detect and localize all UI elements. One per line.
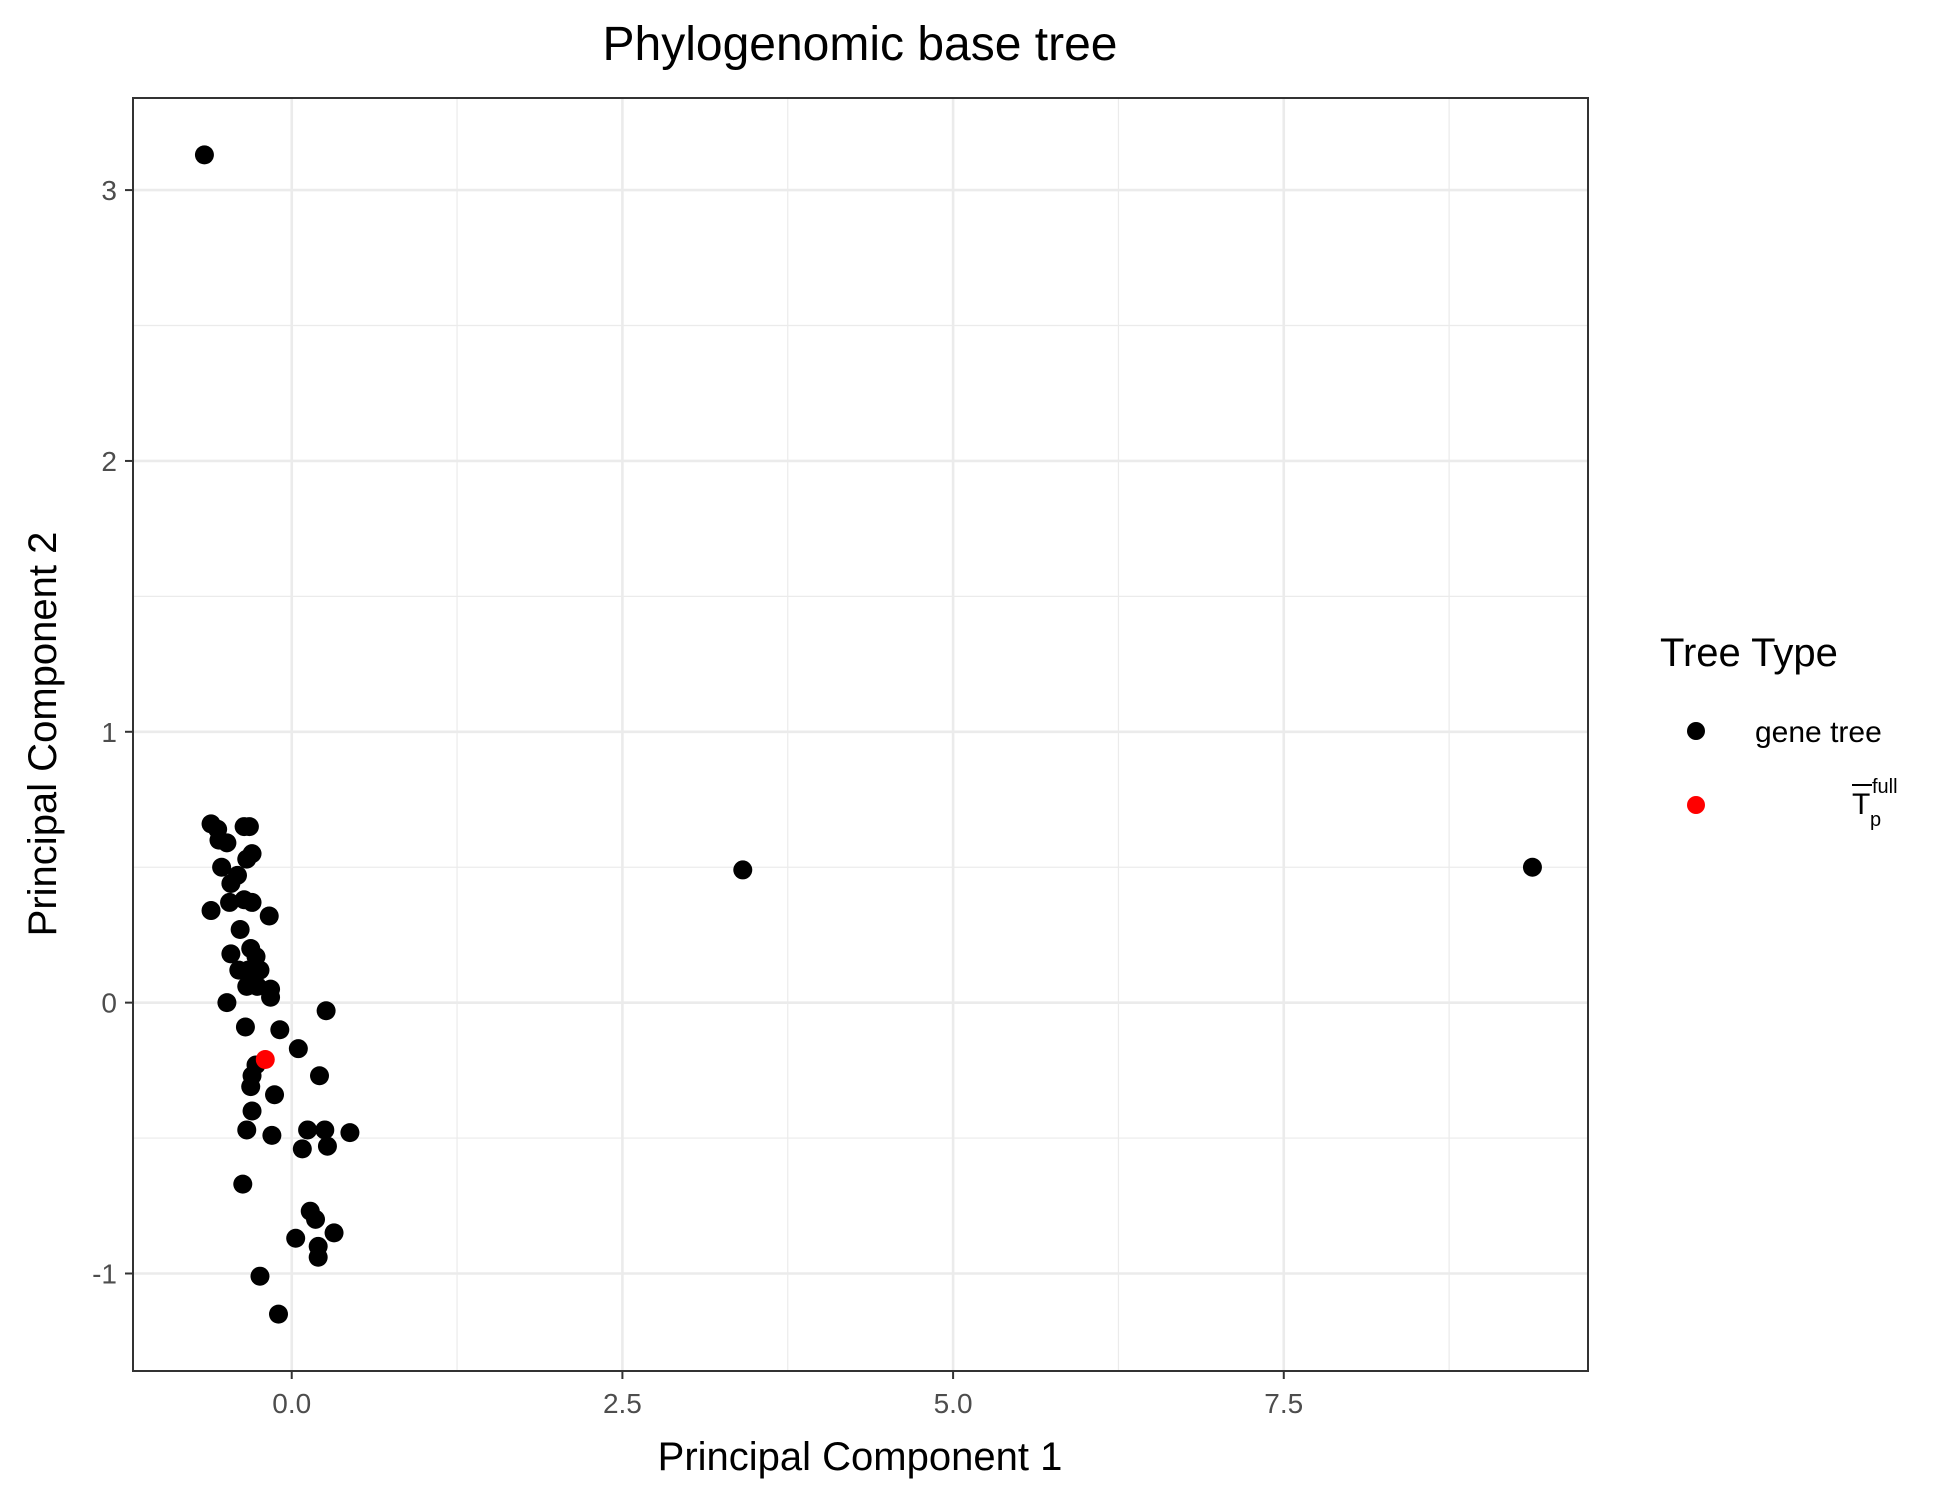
legend-label-superscript: full: [1872, 776, 1898, 798]
gene-tree-point: [308, 1247, 328, 1267]
x-tick-label: 2.5: [603, 1388, 642, 1419]
legend-label-gene-tree: gene tree: [1755, 716, 1882, 749]
gene-tree-point: [733, 860, 753, 880]
x-tick-label: 0.0: [272, 1388, 311, 1419]
gene-tree-point: [1522, 857, 1542, 877]
x-tick-label: 5.0: [934, 1388, 973, 1419]
y-tick-label: -1: [92, 1258, 117, 1289]
gene-tree-point: [261, 987, 281, 1007]
major-gridlines: [133, 98, 1588, 1371]
legend-title: Tree Type: [1660, 631, 1838, 675]
gene-tree-point: [237, 849, 257, 869]
x-axis-title: Principal Component 1: [658, 1435, 1063, 1479]
gene-tree-point: [241, 1077, 261, 1097]
y-axis-ticks: -1 0 1 2 3: [92, 175, 133, 1289]
x-axis-ticks: 0.0 2.5 5.0 7.5: [272, 1371, 1303, 1419]
gene-tree-point: [265, 1085, 285, 1105]
chart-title: Phylogenomic base tree: [603, 18, 1118, 71]
legend-key-gene-tree: [1687, 722, 1705, 740]
legend-label-subscript: p: [1870, 809, 1881, 831]
y-axis-title: Principal Component 2: [21, 532, 65, 937]
x-tick-label: 7.5: [1264, 1388, 1303, 1419]
gene-tree-point: [221, 873, 241, 893]
tp-full-point: [255, 1050, 275, 1070]
gene-tree-point: [201, 901, 221, 921]
gene-tree-point: [194, 145, 214, 165]
gene-tree-point: [324, 1223, 344, 1243]
gene-tree-point: [220, 892, 240, 912]
gene-tree-point: [317, 1136, 337, 1156]
gene-tree-point: [250, 1266, 270, 1286]
gene-tree-point: [262, 1125, 282, 1145]
y-tick-label: 2: [101, 446, 117, 477]
legend-key-tp-full: [1687, 796, 1705, 814]
gene-tree-point: [259, 906, 279, 926]
gene-tree-point: [242, 1101, 262, 1121]
gene-tree-point: [235, 1017, 255, 1037]
gene-tree-point: [316, 1001, 336, 1021]
gene-tree-point: [230, 920, 250, 940]
gene-tree-point: [239, 817, 259, 837]
y-tick-label: 3: [101, 175, 117, 206]
legend-label-main: T: [1852, 788, 1870, 821]
gene-tree-point: [212, 857, 232, 877]
y-tick-label: 0: [101, 988, 117, 1019]
gene-tree-point: [217, 833, 237, 853]
gene-tree-point: [270, 1020, 290, 1040]
legend-label-tp-full: T full p: [1852, 776, 1898, 831]
y-tick-label: 1: [101, 717, 117, 748]
minor-gridlines: [133, 98, 1588, 1371]
gene-tree-point: [340, 1123, 360, 1143]
gene-tree-point: [288, 1039, 308, 1059]
gene-tree-point: [269, 1304, 288, 1324]
gene-tree-point: [286, 1228, 306, 1248]
legend: Tree Type gene tree T full p: [1660, 631, 1898, 831]
plot-panel-border: [132, 97, 1589, 1372]
gene-tree-point: [292, 1139, 312, 1159]
gene-tree-point: [306, 1209, 326, 1229]
gene-tree-point: [233, 1174, 253, 1194]
gene-tree-point: [221, 944, 241, 964]
gene-tree-point: [217, 993, 237, 1013]
gene-tree-point: [310, 1066, 330, 1086]
gene-tree-point: [242, 892, 262, 912]
gene-tree-point: [237, 1120, 257, 1140]
gene-tree-point: [298, 1120, 318, 1140]
gene-tree-point: [315, 1120, 335, 1140]
data-points: [194, 145, 1542, 1324]
